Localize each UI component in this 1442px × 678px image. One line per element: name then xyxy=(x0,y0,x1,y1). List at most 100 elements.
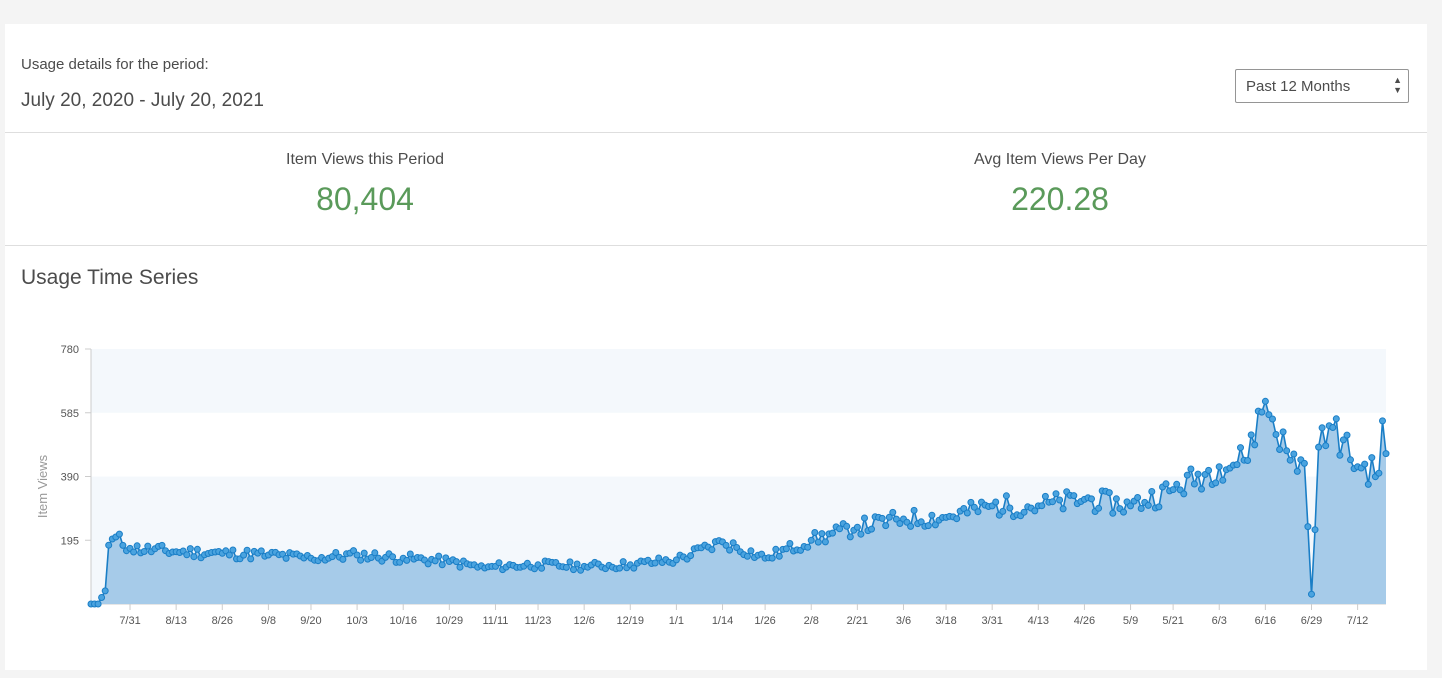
data-point xyxy=(907,522,915,530)
data-point xyxy=(857,530,865,538)
data-point xyxy=(616,564,624,572)
data-point xyxy=(928,511,936,519)
data-point xyxy=(910,506,918,514)
x-tick-label: 7/12 xyxy=(1347,615,1368,627)
data-point xyxy=(357,556,365,564)
x-tick-label: 2/8 xyxy=(804,615,819,627)
data-point xyxy=(1315,443,1323,451)
data-point xyxy=(456,563,464,571)
data-point xyxy=(1261,397,1269,405)
data-point xyxy=(133,542,141,550)
data-point xyxy=(630,564,638,572)
data-point xyxy=(1364,480,1372,488)
x-tick-label: 10/16 xyxy=(389,615,417,627)
data-point xyxy=(1347,456,1354,464)
data-point xyxy=(1173,480,1181,488)
data-point xyxy=(1258,408,1266,416)
period-select[interactable]: Past 12 Months ▲ ▼ xyxy=(1235,69,1409,103)
data-point xyxy=(332,549,340,556)
period-label: Usage details for the period: xyxy=(21,56,209,73)
data-point xyxy=(1049,498,1056,506)
x-tick-label: 12/19 xyxy=(617,615,645,627)
data-point xyxy=(140,548,148,555)
item-views-label: Item Views this Period xyxy=(286,151,444,168)
data-point xyxy=(931,521,939,529)
data-point xyxy=(1205,466,1213,474)
data-point xyxy=(953,515,961,523)
data-point xyxy=(1095,504,1103,512)
data-point xyxy=(672,556,680,564)
data-point xyxy=(722,541,730,549)
data-point xyxy=(924,522,932,530)
data-point xyxy=(1155,503,1163,511)
data-point xyxy=(1375,469,1383,477)
x-tick-label: 2/21 xyxy=(847,615,868,627)
data-point xyxy=(889,508,897,516)
data-point xyxy=(807,536,815,544)
data-point xyxy=(1006,504,1014,512)
x-tick-label: 4/26 xyxy=(1074,615,1095,627)
item-views-value: 80,404 xyxy=(316,181,414,217)
data-point xyxy=(431,557,439,565)
data-point xyxy=(144,542,152,550)
data-point xyxy=(1059,505,1067,513)
section-title: Usage Time Series xyxy=(21,266,199,289)
data-point xyxy=(495,559,503,567)
y-axis-label: Item Views xyxy=(35,454,50,518)
data-point xyxy=(1041,492,1049,500)
x-tick-label: 12/6 xyxy=(573,615,594,627)
data-point xyxy=(158,541,166,549)
data-point xyxy=(782,545,790,553)
avg-views-stat: Avg Item Views Per Day 220.28 xyxy=(830,133,1290,218)
data-point xyxy=(367,554,375,561)
data-point xyxy=(708,546,716,554)
data-point xyxy=(1286,456,1294,464)
data-point xyxy=(974,508,982,516)
data-point xyxy=(1002,492,1010,500)
data-point xyxy=(438,561,446,569)
data-point xyxy=(687,552,695,560)
data-point xyxy=(992,498,1000,506)
data-point xyxy=(240,551,248,559)
data-point xyxy=(360,549,368,557)
data-point xyxy=(1290,450,1298,458)
data-point xyxy=(1311,526,1319,534)
data-point xyxy=(1244,457,1252,464)
data-point xyxy=(225,551,233,559)
data-point xyxy=(406,550,414,558)
y-tick-label: 585 xyxy=(61,408,79,420)
data-point xyxy=(846,533,854,541)
data-point xyxy=(1283,447,1291,455)
data-point xyxy=(743,552,751,560)
data-point xyxy=(1368,454,1376,462)
select-arrows-icon: ▲ ▼ xyxy=(1393,75,1402,95)
x-tick-label: 6/29 xyxy=(1301,615,1322,627)
data-point xyxy=(818,530,826,538)
data-point xyxy=(389,553,397,561)
x-tick-label: 10/3 xyxy=(346,615,367,627)
data-point xyxy=(1279,428,1287,436)
data-point xyxy=(775,552,783,560)
data-point xyxy=(1134,494,1142,501)
data-point xyxy=(878,514,886,522)
y-tick-label: 195 xyxy=(61,535,79,547)
data-point xyxy=(1148,488,1156,495)
data-point xyxy=(257,547,265,555)
x-tick-label: 3/18 xyxy=(935,615,956,627)
data-point xyxy=(1339,436,1347,444)
data-point xyxy=(1293,467,1301,475)
data-point xyxy=(829,529,836,537)
data-point xyxy=(1276,446,1284,453)
data-point xyxy=(1304,523,1312,531)
data-point xyxy=(1183,471,1191,479)
data-point xyxy=(186,545,194,553)
data-point xyxy=(573,560,581,568)
stats-row: Item Views this Period 80,404 Avg Item V… xyxy=(5,133,1427,246)
data-point xyxy=(183,551,191,559)
data-point xyxy=(619,558,627,566)
data-point xyxy=(1300,459,1308,467)
y-tick-label: 780 xyxy=(61,344,79,356)
x-tick-label: 3/31 xyxy=(981,615,1002,627)
x-tick-label: 4/13 xyxy=(1028,615,1049,627)
data-point xyxy=(424,560,432,568)
